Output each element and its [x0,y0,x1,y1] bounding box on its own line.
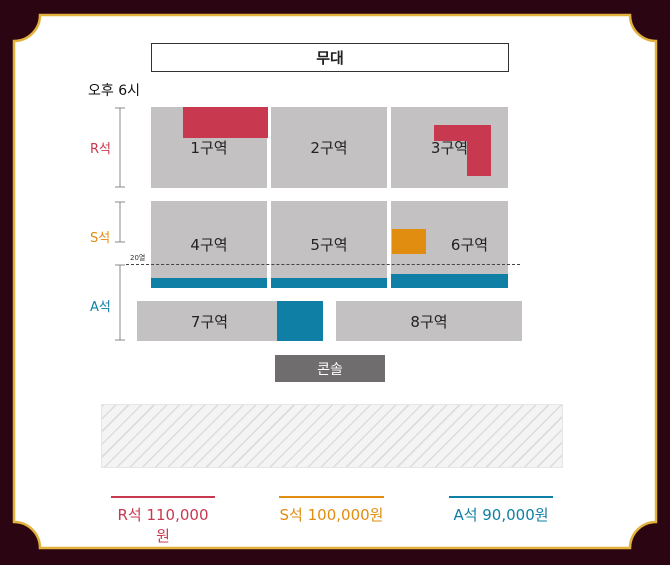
row-20-line [126,264,520,265]
price-a-label: A석 90,000원 [453,506,549,524]
section-8-label: 8구역 [410,312,448,331]
a-seat-strip-section-6 [391,274,508,288]
price-r: R석 110,000원 [111,496,215,546]
section-1-label: 1구역 [190,139,228,157]
price-r-label: R석 110,000원 [117,506,209,545]
section-8[interactable]: 8구역 [336,301,522,341]
s-seat-block-section-6 [392,229,426,254]
r-seat-block-section-3 [434,125,491,176]
price-a: A석 90,000원 [449,496,553,525]
price-s: S석 100,000원 [279,496,384,525]
time-label: 오후 6시 [88,83,140,99]
price-s-bar [279,496,384,498]
row-label-a: A석 [90,300,111,315]
console-label: 콘솔 [275,355,385,382]
price-a-bar [449,496,553,498]
a-seat-block-section-7 [277,301,323,341]
section-2[interactable]: 2구역 [271,107,387,188]
a-seat-strip-section-4 [151,278,267,288]
section-7-label: 7구역 [190,312,229,331]
stage-label: 무대 [151,43,509,72]
r-seat-block-section-1 [183,107,268,138]
section-2-label: 2구역 [310,139,348,157]
row-label-s: S석 [90,231,111,246]
hatched-area [101,404,563,468]
section-5-label: 5구역 [310,236,348,254]
price-r-bar [111,496,215,498]
section-4-label: 4구역 [190,236,228,254]
row-20-label: 20열 [130,254,146,262]
section-4[interactable]: 4구역 [151,201,267,288]
row-label-r: R석 [90,142,111,157]
section-6-label: 6구역 [450,236,489,254]
a-seat-strip-section-5 [271,278,387,288]
row-brackets [115,107,125,341]
section-5[interactable]: 5구역 [271,201,387,288]
section-3-label: 3구역 [430,139,469,157]
price-s-label: S석 100,000원 [279,506,384,524]
